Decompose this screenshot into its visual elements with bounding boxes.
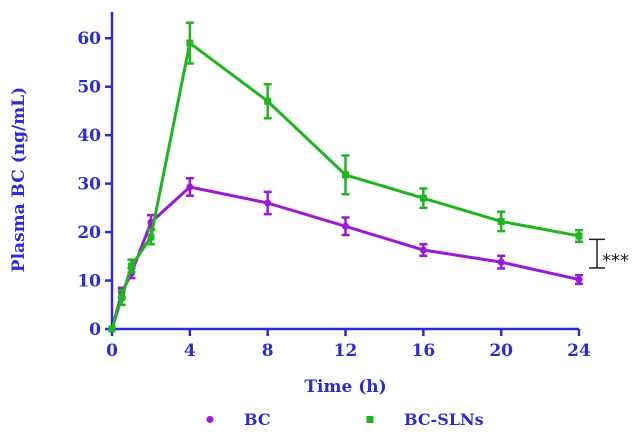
x-tick-label: 4 <box>184 341 196 361</box>
x-tick-label: 12 <box>334 341 358 361</box>
data-point <box>264 97 272 105</box>
x-tick-label: 16 <box>411 341 435 361</box>
data-point <box>186 183 194 191</box>
data-point <box>419 246 427 254</box>
series-line <box>110 41 580 330</box>
y-tick-label: 50 <box>77 78 101 98</box>
legend: BC BC-SLNs <box>206 410 484 429</box>
y-tick-label: 0 <box>89 320 101 340</box>
series-bc <box>108 177 583 333</box>
data-point <box>575 276 583 284</box>
data-point <box>497 258 505 266</box>
x-axis-label: Time (h) <box>304 377 386 397</box>
x-tick-label: 20 <box>489 341 513 361</box>
data-point <box>264 199 272 207</box>
data-point <box>127 262 135 270</box>
series-bc-slns <box>108 21 583 333</box>
data-point <box>497 217 505 225</box>
x-tick-label: 8 <box>262 341 274 361</box>
y-tick-label: 20 <box>77 223 101 243</box>
y-tick-label: 60 <box>77 29 101 49</box>
legend-label: BC-SLNs <box>404 410 484 429</box>
y-tick-label: 30 <box>77 175 101 195</box>
data-point <box>419 194 427 202</box>
data-point <box>147 233 155 241</box>
significance-annotation: *** <box>589 238 629 272</box>
y-tick-label: 40 <box>77 126 101 146</box>
legend-marker <box>206 416 214 423</box>
x-tick-label: 24 <box>567 341 591 361</box>
y-axis-label: Plasma BC (ng/mL) <box>9 87 29 272</box>
series-line <box>110 185 580 330</box>
legend-item: BC-SLNs <box>366 410 484 429</box>
x-tick-label: 0 <box>106 341 118 361</box>
data-point <box>118 294 126 301</box>
legend-label: BC <box>244 410 271 429</box>
data-point <box>575 232 583 240</box>
annotation-text: *** <box>602 251 629 272</box>
legend-marker <box>366 416 374 423</box>
legend-item: BC <box>206 410 271 429</box>
series-layer <box>108 21 583 333</box>
axes: 0 10 20 30 40 50 60 0 4 8 12 16 20 24 Time (h) Plasma B… <box>9 12 591 397</box>
data-point <box>186 39 194 47</box>
data-point <box>108 325 116 333</box>
data-point <box>342 222 349 230</box>
data-point <box>342 171 349 179</box>
y-tick-label: 10 <box>77 272 101 292</box>
